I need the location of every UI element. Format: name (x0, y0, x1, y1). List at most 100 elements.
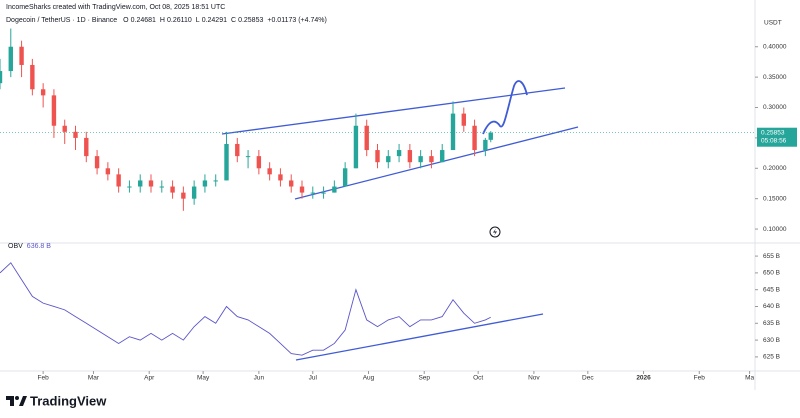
candle-body (73, 131, 78, 138)
candle-body (278, 174, 283, 181)
candle-body (364, 125, 369, 151)
ohlc-key: H (160, 17, 165, 24)
brand: TradingView (30, 393, 107, 408)
price-unit: USDT (764, 20, 782, 27)
candle-body (375, 150, 380, 163)
candle-body (30, 64, 35, 90)
candle-body (235, 143, 240, 157)
legend-value: 636.8 B (27, 243, 51, 250)
y-tick-label: 0.35000 (763, 74, 787, 81)
y-tick-label: 0.10000 (763, 226, 787, 233)
ohlc-value: 0.24291 (202, 17, 227, 24)
legend-name: OBV (8, 243, 23, 250)
candle-body (267, 168, 272, 175)
ohlc-key: L (196, 17, 200, 24)
last-price-box (757, 127, 797, 147)
candle-body (138, 180, 143, 187)
x-tick-label: Oct (473, 375, 483, 382)
y-tick-label: 625 B (763, 354, 780, 361)
candle-body (429, 156, 434, 163)
candle-body (310, 192, 315, 194)
candle-body (213, 180, 218, 182)
replay-icon[interactable] (489, 226, 501, 238)
candle-body (105, 168, 111, 175)
credit: IncomeSharks created with TradingView.co… (6, 4, 225, 11)
ohlc-value: 0.26110 (167, 17, 192, 24)
candle-body (472, 125, 477, 151)
y-tick-label: 0.20000 (763, 165, 787, 172)
candle-body (202, 180, 208, 187)
candle-body (0, 71, 3, 84)
y-tick-label: 635 B (763, 320, 780, 327)
symbol: Dogecoin / TetherUS · 1D · Binance (6, 17, 117, 24)
ohlc-value: 0.24681 (131, 17, 156, 24)
candle-body (321, 192, 326, 194)
obv-line (0, 262, 491, 356)
x-tick-label: Jun (254, 375, 265, 382)
candle-body (127, 186, 132, 188)
x-tick-label: 2026 (636, 375, 651, 382)
x-tick-label: Jul (309, 375, 318, 382)
y-tick-label: 0.30000 (763, 104, 787, 111)
x-tick-label: Feb (694, 375, 706, 382)
upper-trendline (221, 87, 566, 135)
last-price-label: 0.25853 (761, 129, 785, 136)
y-tick-label: 655 B (763, 253, 780, 260)
y-tick-label: 645 B (763, 286, 780, 293)
obv-trendline (295, 313, 544, 361)
candle-body (342, 168, 348, 187)
brand-logo (6, 396, 27, 406)
candle-body (51, 95, 57, 126)
candle-body (461, 113, 466, 126)
candle-body (256, 156, 262, 169)
x-tick-label: Sep (418, 375, 430, 382)
candle-body (19, 46, 24, 65)
y-tick-label: 650 B (763, 270, 780, 277)
candle-body (116, 174, 121, 187)
x-tick-label: Dec (582, 375, 594, 382)
y-tick-label: 0.15000 (763, 195, 787, 202)
ohlc-key: C (231, 17, 236, 24)
x-tick-label: Aug (363, 375, 375, 382)
candle-body (299, 186, 305, 193)
candle-body (289, 180, 294, 187)
candle-body (353, 125, 359, 169)
candle-body (440, 150, 445, 163)
x-tick-label: Feb (38, 375, 50, 382)
ohlc-change: +0.01173 (+4.74%) (267, 17, 326, 24)
lower-trendline (294, 126, 579, 200)
y-tick-label: 0.40000 (763, 43, 787, 50)
candle-body (386, 156, 391, 163)
candle-body (483, 139, 488, 151)
candle-body (84, 137, 89, 157)
candle-body (396, 150, 402, 157)
ohlc-value: 0.25853 (238, 17, 263, 24)
candle-body (332, 186, 337, 193)
ohlc-key: O (123, 17, 129, 24)
y-tick-label: 630 B (763, 337, 780, 344)
projection-path (482, 80, 528, 135)
x-tick-label: Mar (88, 375, 100, 382)
candle-body (224, 143, 229, 181)
candle-body (488, 132, 493, 140)
countdown: 05:08:56 (761, 137, 787, 144)
candle-body (407, 150, 413, 163)
ohlc-legend: O 0.24681 H 0.26110 L 0.24291 C 0.25853 +0.01173… (123, 17, 327, 24)
candle-body (40, 89, 46, 96)
x-tick-label: Nov (528, 375, 540, 382)
candle-body (170, 186, 175, 193)
candle-body (94, 156, 100, 169)
y-tick-label: 640 B (763, 303, 780, 310)
candle-body (245, 156, 251, 158)
candle-body (159, 186, 164, 188)
candle-body (181, 192, 186, 199)
x-tick-label: May (197, 375, 210, 382)
candle-body (8, 46, 13, 72)
x-tick-label: Apr (144, 375, 155, 382)
candle-body (450, 113, 456, 151)
candle-body (191, 186, 197, 199)
candle-body (62, 125, 67, 132)
candle-body (148, 180, 154, 187)
